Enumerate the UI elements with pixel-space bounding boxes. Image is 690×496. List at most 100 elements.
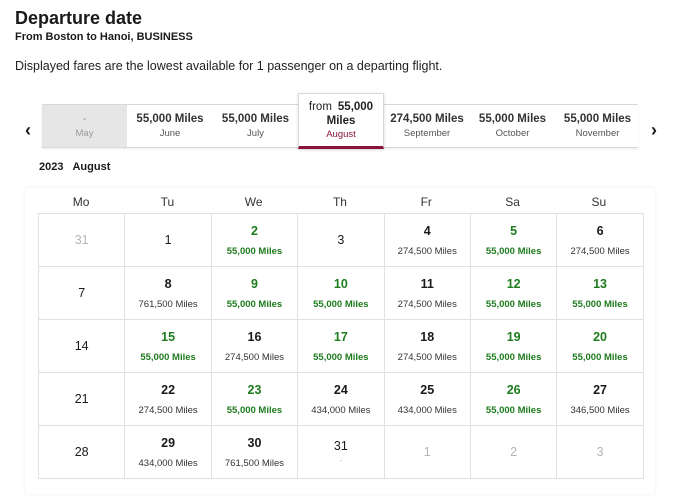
day-number: 24: [333, 382, 348, 397]
calendar-day: 14: [39, 320, 126, 373]
day-number: 5: [510, 223, 518, 238]
weekday-label: Su: [591, 195, 607, 209]
calendar-day[interactable]: 22 274,500 Miles: [125, 373, 212, 426]
weekday-label: We: [244, 195, 263, 209]
month-tab-july[interactable]: 55,000 Miles July: [213, 105, 298, 147]
calendar-day[interactable]: 25 434,000 Miles: [384, 373, 471, 426]
day-number: 27: [593, 382, 607, 397]
day-number: 31: [333, 439, 348, 453]
calendar-day[interactable]: 26 55,000 Miles: [470, 373, 558, 426]
day-fare: 55,000 Miles: [313, 351, 369, 363]
month-tab-september[interactable]: 274,500 Miles September: [384, 105, 470, 147]
price-unit: Miles: [326, 114, 356, 127]
weekday-label: Th: [332, 195, 347, 209]
calendar-day[interactable]: 15 55,000 Miles: [125, 320, 212, 373]
day-fare: 55,000 Miles: [485, 404, 542, 416]
calendar-day[interactable]: 23 55,000 Miles: [211, 373, 299, 426]
fare-unavailable: -: [339, 456, 343, 465]
calendar-day: 3: [298, 214, 385, 267]
calendar-day: 2: [470, 426, 558, 479]
weekday-header: Mo Tu We Th Fr Sa Su: [38, 188, 642, 213]
chevron-left-icon[interactable]: ‹: [25, 120, 31, 140]
month-tab-label: June: [159, 128, 181, 139]
day-fare: 55,000 Miles: [485, 245, 542, 257]
day-fare: 55,000 Miles: [140, 351, 196, 363]
day-number: 8: [164, 276, 172, 291]
month-tab-price: 55,000 Miles: [221, 113, 290, 125]
calendar-heading: 2023 August: [39, 161, 110, 173]
day-number: 13: [593, 276, 607, 291]
calendar-year: 2023: [39, 161, 64, 173]
day-number: 16: [247, 329, 262, 344]
calendar-day[interactable]: 24 434,000 Miles: [298, 373, 385, 426]
page-title: Departure date: [15, 8, 143, 28]
day-number: 26: [506, 382, 521, 397]
day-number: 9: [251, 276, 258, 291]
calendar-day: 1: [384, 426, 471, 479]
day-number: 4: [423, 223, 431, 238]
calendar-day[interactable]: 27 346,500 Miles: [557, 373, 644, 426]
calendar-day[interactable]: 2 55,000 Miles: [211, 214, 299, 267]
calendar-day[interactable]: 19 55,000 Miles: [470, 320, 558, 373]
month-tab-price: from 55,000: [309, 101, 373, 113]
weekday-label: Fr: [420, 195, 432, 209]
price-value: 55,000: [337, 100, 374, 113]
calendar-day[interactable]: 6 274,500 Miles: [557, 214, 644, 267]
price-prefix: from: [308, 100, 332, 113]
weekday-label: Mo: [72, 195, 90, 209]
month-tab-label: November: [575, 128, 620, 139]
calendar-day[interactable]: 12 55,000 Miles: [470, 267, 558, 320]
day-fare: 55,000 Miles: [226, 404, 283, 416]
day-number: 23: [247, 382, 262, 397]
month-tab-label: July: [247, 128, 264, 139]
day-number: 10: [333, 276, 348, 291]
fare-notice: Displayed fares are the lowest available…: [15, 59, 443, 73]
day-number: 7: [78, 286, 86, 300]
day-number: 28: [74, 445, 89, 459]
day-fare: 274,500 Miles: [397, 298, 457, 310]
day-number: 15: [161, 329, 176, 344]
calendar-month: August: [72, 161, 111, 173]
day-number: 1: [423, 445, 431, 459]
calendar-day[interactable]: 17 55,000 Miles: [298, 320, 385, 373]
calendar-day[interactable]: 30 761,500 Miles: [211, 426, 299, 479]
day-fare: 55,000 Miles: [485, 298, 542, 310]
month-tab-june[interactable]: 55,000 Miles June: [127, 105, 213, 147]
calendar-day[interactable]: 4 274,500 Miles: [384, 214, 471, 267]
calendar-day[interactable]: 20 55,000 Miles: [557, 320, 644, 373]
calendar-day[interactable]: 13 55,000 Miles: [557, 267, 644, 320]
calendar-day: 3: [557, 426, 644, 479]
month-tab-november[interactable]: 55,000 Miles November: [555, 105, 640, 147]
day-number: 22: [161, 382, 176, 397]
calendar-day[interactable]: 5 55,000 Miles: [470, 214, 558, 267]
calendar-day[interactable]: 18 274,500 Miles: [384, 320, 471, 373]
chevron-right-icon[interactable]: ›: [651, 120, 657, 140]
calendar-day[interactable]: 11 274,500 Miles: [384, 267, 471, 320]
day-fare: 55,000 Miles: [313, 298, 369, 310]
calendar-day: 21: [39, 373, 126, 426]
day-fare: 55,000 Miles: [226, 245, 283, 257]
calendar-day[interactable]: 16 274,500 Miles: [211, 320, 299, 373]
month-tab-label: August: [326, 128, 356, 140]
calendar-day[interactable]: 29 434,000 Miles: [125, 426, 212, 479]
calendar-day: 31: [39, 214, 126, 267]
month-tab-may: - May: [42, 105, 127, 147]
calendar-day: 28: [39, 426, 126, 479]
month-selector: - May 55,000 Miles June 55,000 Miles July from…: [42, 93, 640, 149]
day-fare: 274,500 Miles: [138, 404, 198, 416]
day-number: 11: [420, 276, 434, 291]
calendar-day[interactable]: 8 761,500 Miles: [125, 267, 212, 320]
month-tab-august[interactable]: from 55,000 Miles August: [298, 93, 384, 149]
calendar-day[interactable]: 9 55,000 Miles: [211, 267, 299, 320]
month-tab-october[interactable]: 55,000 Miles October: [470, 105, 555, 147]
weekday-label: Tu: [160, 195, 175, 209]
calendar: Mo Tu We Th Fr Sa Su 31 1 2 55,000 Miles 3 4 274,500…: [25, 188, 655, 494]
day-number: 1: [164, 233, 172, 247]
day-number: 17: [333, 329, 348, 344]
month-tab-label: October: [495, 128, 530, 139]
route-subtitle: From Boston to Hanoi, BUSINESS: [15, 31, 193, 43]
calendar-day[interactable]: 10 55,000 Miles: [298, 267, 385, 320]
day-fare: 434,000 Miles: [397, 404, 457, 416]
day-fare: 274,500 Miles: [397, 351, 457, 363]
calendar-day: 7: [39, 267, 126, 320]
